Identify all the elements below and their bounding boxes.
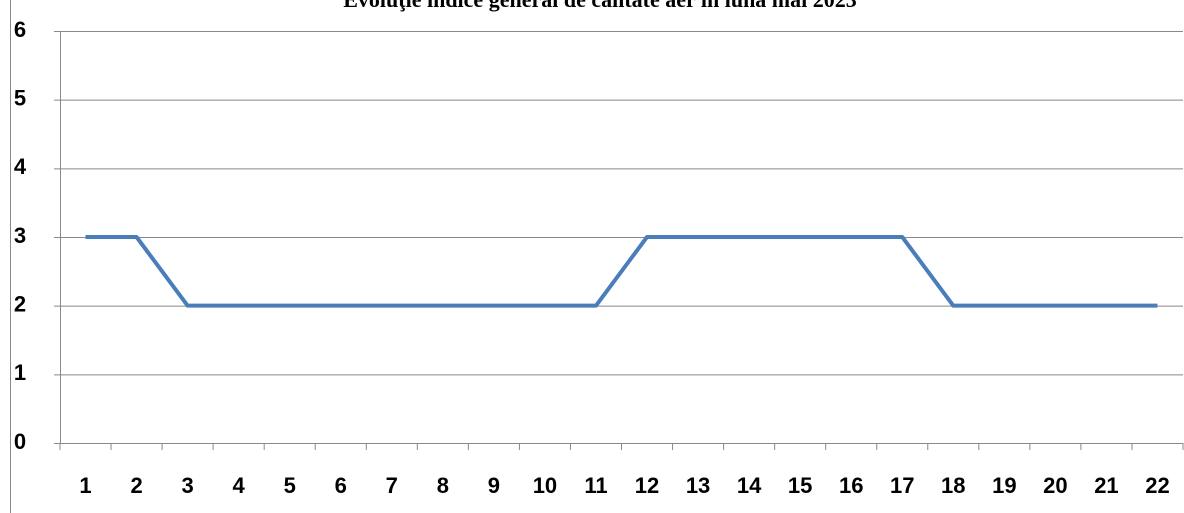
x-tick-label: 15 (788, 473, 812, 498)
y-tick-label: 2 (14, 291, 26, 316)
x-tick-label: 6 (335, 473, 347, 498)
x-tick-label: 22 (1145, 473, 1169, 498)
x-tick-label: 4 (233, 473, 246, 498)
x-tick-label: 5 (284, 473, 296, 498)
x-tick-label: 20 (1043, 473, 1067, 498)
x-tick-label: 14 (737, 473, 762, 498)
x-tick-label: 11 (584, 473, 607, 498)
x-tick-label: 9 (488, 473, 500, 498)
y-tick-label: 6 (14, 17, 26, 42)
x-tick-label: 19 (992, 473, 1016, 498)
x-tick-label: 3 (181, 473, 193, 498)
x-tick-label: 17 (890, 473, 914, 498)
x-tick-label: 18 (941, 473, 965, 498)
y-tick-label: 1 (14, 360, 26, 385)
x-tick-label: 13 (686, 473, 710, 498)
x-tick-label: 16 (839, 473, 863, 498)
x-tick-label: 10 (533, 473, 557, 498)
line-series (85, 235, 1158, 308)
x-tick-label: 1 (79, 473, 91, 498)
y-tick-label: 3 (14, 223, 26, 248)
y-tick-label: 0 (14, 429, 26, 454)
x-tick-label: 8 (437, 473, 449, 498)
x-tick-label: 12 (635, 473, 659, 498)
x-tick-label: 21 (1094, 473, 1118, 498)
y-tick-label: 5 (14, 85, 26, 110)
x-tick-label: 7 (386, 473, 398, 498)
chart-title: Evoluţie indice general de calitate aer … (343, 0, 857, 12)
y-tick-label: 4 (14, 154, 27, 179)
x-tick-label: 2 (130, 473, 142, 498)
